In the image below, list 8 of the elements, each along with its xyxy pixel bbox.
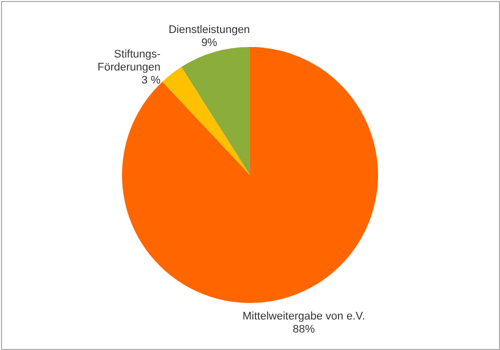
- slice-label: Mittelweitergabe von e.V.: [242, 310, 365, 323]
- slice-label: Stiftungs-Förderungen: [98, 48, 161, 74]
- data-label: 3 %: [142, 74, 161, 87]
- data-label: 88%: [292, 324, 315, 336]
- pie-slice: [162, 66, 250, 175]
- pie-slice: [181, 47, 250, 175]
- slice-label: Dienstleistungen: [168, 24, 250, 36]
- data-label: 9%: [201, 36, 218, 49]
